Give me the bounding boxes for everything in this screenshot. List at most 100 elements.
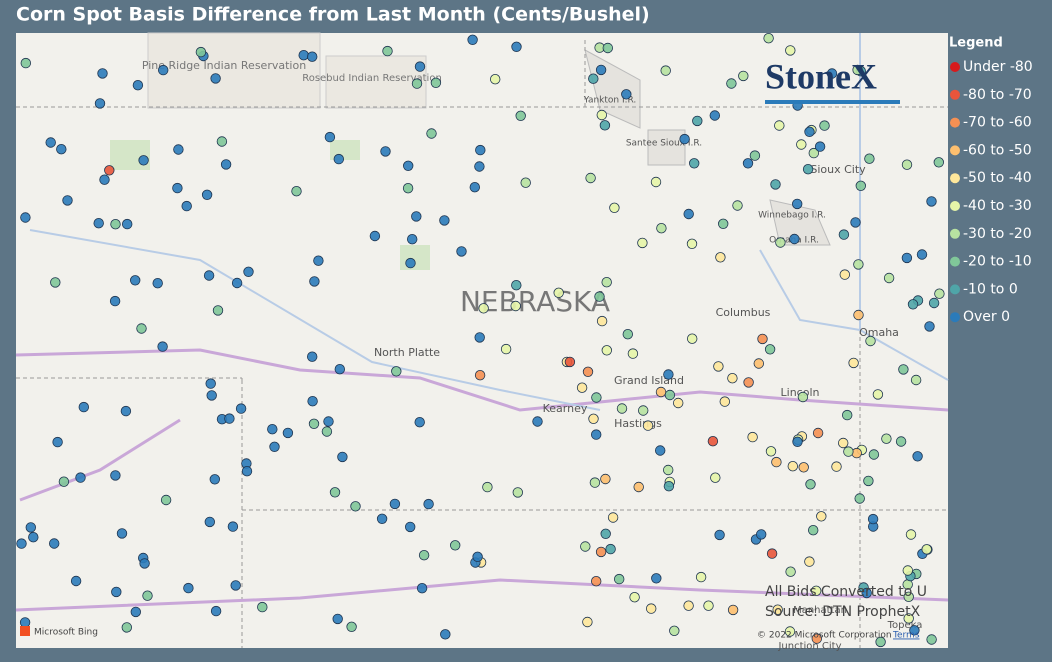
bid-dot xyxy=(230,580,241,591)
bid-dot xyxy=(210,73,221,84)
bid-dot xyxy=(50,277,61,288)
bid-dot xyxy=(861,587,872,599)
legend-label: -10 to 0 xyxy=(963,281,1018,297)
bid-dot xyxy=(97,68,108,79)
bid-dot xyxy=(28,532,39,543)
bid-dot xyxy=(418,550,430,561)
bid-dot xyxy=(669,625,680,637)
bid-dot xyxy=(756,529,767,540)
bid-dot xyxy=(329,487,341,498)
bid-dot xyxy=(798,462,809,473)
bid-dot xyxy=(838,229,850,240)
bid-dot xyxy=(792,436,803,448)
bid-dot xyxy=(475,144,486,156)
bid-dot xyxy=(130,606,142,618)
place-label: Junction City xyxy=(777,641,841,652)
place-label: North Platte xyxy=(374,346,440,359)
bid-dot xyxy=(816,511,827,522)
attribution: Microsoft Bing xyxy=(34,628,98,638)
bid-dot xyxy=(642,420,654,431)
bid-dot xyxy=(687,333,698,344)
dot-layer xyxy=(16,33,945,648)
bid-dot xyxy=(605,543,616,555)
bid-dot xyxy=(921,544,932,555)
legend-label: -40 to -30 xyxy=(963,198,1032,214)
bid-dot xyxy=(49,538,60,549)
bid-dot xyxy=(811,633,823,644)
terms-link[interactable]: Terms xyxy=(892,631,920,641)
legend-swatch xyxy=(950,145,960,156)
bid-dot xyxy=(655,386,667,398)
legend-label: -80 to -70 xyxy=(963,87,1032,103)
bid-dot xyxy=(195,46,207,58)
place-label: Hastings xyxy=(614,417,662,430)
bid-dot xyxy=(679,133,690,145)
bid-dot xyxy=(907,299,919,310)
bid-dot xyxy=(683,600,694,611)
bid-dot xyxy=(405,257,416,269)
bid-dot xyxy=(928,297,940,309)
bid-dot xyxy=(111,586,122,598)
bid-dot xyxy=(811,585,822,597)
bid-dot xyxy=(564,356,576,368)
legend-swatch xyxy=(950,117,960,128)
bid-dot xyxy=(282,427,294,439)
bid-dot xyxy=(926,634,937,645)
bid-dot xyxy=(183,582,194,594)
bid-dot xyxy=(588,413,599,425)
bid-dot xyxy=(802,163,814,175)
bid-dot xyxy=(616,403,628,414)
bid-dot xyxy=(139,558,150,569)
bid-dot xyxy=(707,436,719,447)
bid-dot xyxy=(257,601,268,613)
bid-dot xyxy=(403,160,414,172)
bid-dot xyxy=(16,538,27,549)
bid-dot xyxy=(596,109,608,121)
bid-dot xyxy=(512,487,524,498)
bid-dot xyxy=(713,361,724,372)
bid-dot xyxy=(440,629,451,640)
bid-dot xyxy=(25,522,37,533)
bid-dot xyxy=(333,153,345,165)
bid-dot xyxy=(757,333,768,345)
legend: Under -80 -80 to -70 -70 to -60 -60 to -50 -… xyxy=(950,59,1033,325)
bid-dot xyxy=(307,396,318,407)
bid-dot xyxy=(765,446,777,457)
bid-dot xyxy=(903,613,914,624)
bid-dot xyxy=(157,64,169,76)
bid-dot xyxy=(804,556,815,567)
bid-dot xyxy=(203,270,215,281)
bid-dot xyxy=(621,89,632,100)
bid-dot xyxy=(912,451,923,462)
bid-dot xyxy=(235,403,247,414)
bid-dot xyxy=(774,120,785,131)
bid-dot xyxy=(323,416,334,427)
bid-dot xyxy=(727,373,738,384)
bid-dot xyxy=(589,477,601,488)
legend-swatch xyxy=(950,256,960,267)
bid-dot xyxy=(709,110,721,121)
legend-label: -70 to -60 xyxy=(963,115,1032,131)
bid-dot xyxy=(482,481,493,493)
bid-dot xyxy=(298,50,309,61)
bid-dot xyxy=(660,65,671,76)
bid-dot xyxy=(450,540,461,551)
bid-dot xyxy=(307,51,318,62)
bid-dot xyxy=(655,445,666,456)
place-label: Kearney xyxy=(543,402,588,415)
bid-dot xyxy=(909,625,920,636)
bid-dot xyxy=(109,295,121,307)
bid-dot xyxy=(865,335,876,347)
bid-dot xyxy=(532,416,543,427)
bid-dot xyxy=(749,150,761,161)
bid-dot xyxy=(120,405,132,417)
bid-dot xyxy=(595,546,607,558)
copyright: © 2022 Microsoft Corporation xyxy=(757,631,892,641)
bid-dot xyxy=(307,351,318,362)
bid-dot xyxy=(853,259,864,270)
bid-dot xyxy=(500,343,512,355)
bid-dot xyxy=(848,357,859,369)
bid-dot xyxy=(142,590,153,601)
bid-dot xyxy=(638,405,649,416)
